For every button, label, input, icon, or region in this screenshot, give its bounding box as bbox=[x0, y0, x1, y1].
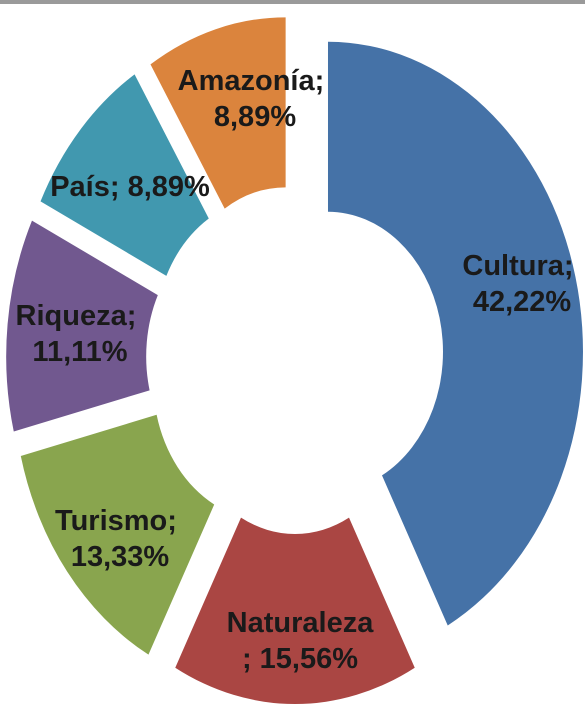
top-border bbox=[0, 0, 585, 4]
value-label: 13,33% bbox=[71, 541, 170, 573]
value-label: 11,11% bbox=[32, 336, 127, 368]
data-label: Amazonía; 8,89% bbox=[178, 65, 333, 133]
separator: ; bbox=[564, 250, 582, 282]
data-label: País; 8,89% bbox=[50, 171, 210, 203]
category: País bbox=[50, 171, 110, 203]
category: Riqueza bbox=[16, 300, 128, 332]
separator: ; bbox=[315, 65, 333, 97]
separator: ; bbox=[127, 300, 145, 332]
data-label: Naturaleza; 15,56% bbox=[227, 607, 375, 675]
value-label: 8,89% bbox=[214, 101, 296, 133]
separator: ; bbox=[242, 643, 260, 675]
separator: ; bbox=[110, 171, 128, 203]
separator: ; bbox=[167, 505, 185, 537]
donut-slice bbox=[40, 74, 209, 276]
category: Amazonía bbox=[178, 65, 316, 97]
donut-slice bbox=[20, 414, 215, 655]
donut-slice bbox=[175, 517, 415, 704]
data-label: Turismo; 13,33% bbox=[55, 505, 185, 573]
data-label: Cultura; 42,22% bbox=[462, 250, 581, 318]
donut-slice bbox=[6, 220, 158, 432]
category: Cultura bbox=[462, 250, 564, 282]
category: Turismo bbox=[55, 505, 167, 537]
value-label: 42,22% bbox=[473, 286, 572, 318]
category: Naturaleza bbox=[227, 607, 375, 639]
data-label: Riqueza; 11,11% bbox=[16, 300, 145, 368]
value-label: 8,89% bbox=[128, 171, 210, 203]
donut-slice bbox=[150, 17, 286, 209]
value-label: 15,56% bbox=[260, 643, 359, 675]
donut-slice bbox=[327, 41, 583, 626]
